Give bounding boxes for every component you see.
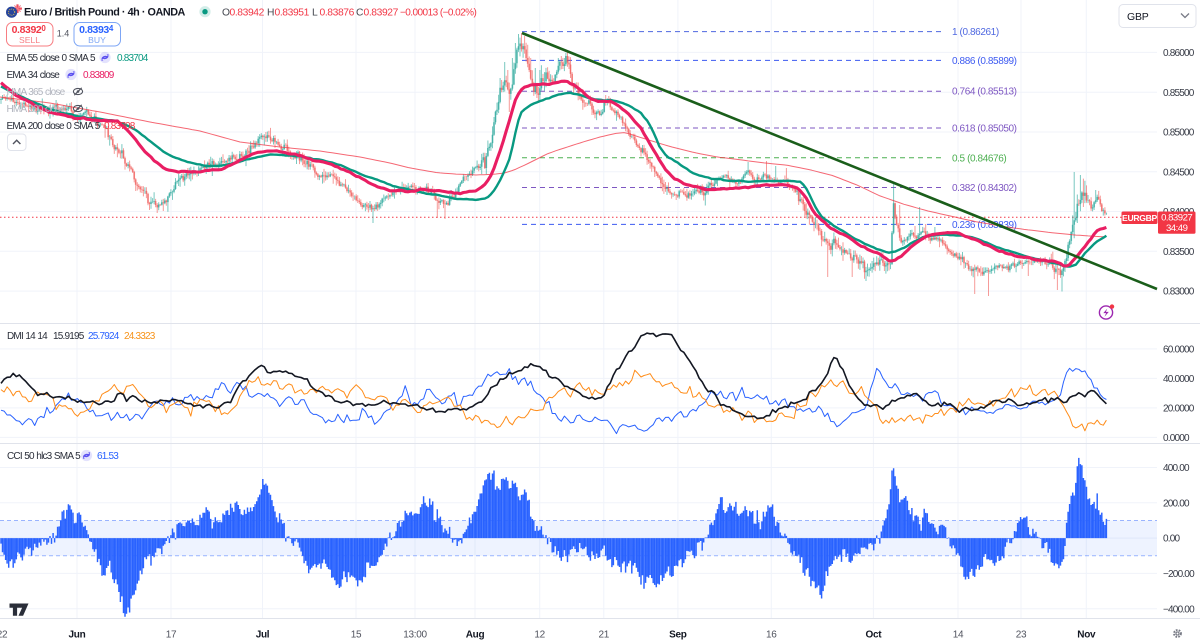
svg-text:0.83704: 0.83704: [117, 53, 149, 64]
svg-text:H: H: [267, 8, 274, 19]
svg-text:0.382 (0.84302): 0.382 (0.84302): [952, 183, 1017, 194]
svg-text:61.53: 61.53: [97, 451, 119, 462]
svg-text:21: 21: [599, 630, 610, 641]
svg-text:0.85000: 0.85000: [1163, 128, 1195, 139]
svg-text:200.00: 200.00: [1163, 498, 1190, 509]
svg-text:SELL: SELL: [19, 35, 40, 45]
svg-text:C: C: [356, 8, 364, 19]
svg-text:0.83942: 0.83942: [230, 8, 265, 19]
svg-text:20.0000: 20.0000: [1163, 404, 1195, 415]
svg-text:12: 12: [534, 630, 545, 641]
svg-text:15.9195: 15.9195: [53, 331, 85, 342]
svg-text:0.83809: 0.83809: [83, 70, 115, 81]
svg-text:Sep: Sep: [669, 630, 687, 641]
svg-text:0.83708: 0.83708: [104, 121, 136, 132]
svg-text:−200.00: −200.00: [1163, 569, 1195, 580]
svg-text:Jul: Jul: [256, 630, 270, 641]
svg-text:0.83500: 0.83500: [1163, 247, 1195, 258]
svg-text:13:00: 13:00: [403, 630, 427, 641]
svg-text:Euro / British Pound · 4h · OA: Euro / British Pound · 4h · OANDA: [24, 7, 186, 19]
svg-text:14: 14: [953, 630, 964, 641]
svg-text:O: O: [222, 8, 230, 19]
svg-text:23: 23: [1016, 630, 1027, 641]
svg-text:L: L: [312, 8, 318, 19]
svg-text:60.0000: 60.0000: [1163, 345, 1195, 356]
svg-text:0.764 (0.85513): 0.764 (0.85513): [952, 87, 1017, 98]
svg-text:EURGBP: EURGBP: [1122, 213, 1158, 223]
svg-text:BUY: BUY: [88, 35, 106, 45]
svg-text:15: 15: [351, 630, 362, 641]
svg-text:HMA 200 close: HMA 200 close: [7, 104, 66, 115]
svg-text:EMA 200 close 0 SMA 5: EMA 200 close 0 SMA 5: [7, 121, 101, 132]
svg-text:1 (0.86261): 1 (0.86261): [952, 27, 999, 38]
svg-text:Aug: Aug: [466, 630, 485, 641]
svg-text:0.84500: 0.84500: [1163, 167, 1195, 178]
svg-text:0.00: 0.00: [1163, 534, 1181, 545]
svg-text:0.83920: 0.83920: [12, 24, 47, 36]
svg-text:25.7924: 25.7924: [88, 331, 120, 342]
svg-text:0.83000: 0.83000: [1163, 287, 1195, 298]
svg-text:0.83876: 0.83876: [320, 8, 355, 19]
svg-text:Jun: Jun: [69, 630, 86, 641]
svg-text:EMA 34 close: EMA 34 close: [7, 70, 61, 81]
svg-text:0.0000: 0.0000: [1163, 433, 1190, 444]
svg-text:0.236 (0.83839): 0.236 (0.83839): [952, 220, 1017, 231]
svg-text:24.3323: 24.3323: [124, 331, 156, 342]
svg-text:GBP: GBP: [1127, 11, 1149, 23]
svg-text:CCI 50 hlc3 SMA 5: CCI 50 hlc3 SMA 5: [7, 451, 81, 462]
svg-text:−400.00: −400.00: [1163, 604, 1195, 615]
svg-text:0.85500: 0.85500: [1163, 88, 1195, 99]
svg-text:0.83934: 0.83934: [79, 24, 114, 36]
svg-text:400.00: 400.00: [1163, 463, 1190, 474]
svg-text:1.4: 1.4: [57, 29, 70, 39]
svg-text:−0.00013 (−0.02%): −0.00013 (−0.02%): [400, 8, 476, 19]
svg-text:EMA 55 close 0 SMA 5: EMA 55 close 0 SMA 5: [7, 53, 96, 64]
svg-text:17: 17: [166, 630, 177, 641]
svg-text:16: 16: [766, 630, 777, 641]
svg-text:0.83927: 0.83927: [1161, 212, 1192, 223]
svg-text:0.83951: 0.83951: [275, 8, 310, 19]
svg-text:22: 22: [0, 630, 8, 641]
svg-text:0.618 (0.85050): 0.618 (0.85050): [952, 124, 1017, 135]
svg-text:40.0000: 40.0000: [1163, 374, 1195, 385]
svg-text:0.86000: 0.86000: [1163, 48, 1195, 59]
svg-text:0.886 (0.85899): 0.886 (0.85899): [952, 56, 1017, 67]
svg-text:HMA 365 close: HMA 365 close: [7, 87, 66, 98]
svg-text:Nov: Nov: [1077, 630, 1096, 641]
svg-text:34:49: 34:49: [1166, 223, 1188, 234]
svg-text:Oct: Oct: [866, 630, 883, 641]
svg-text:DMI 14 14: DMI 14 14: [7, 331, 48, 342]
svg-text:0.5 (0.84676): 0.5 (0.84676): [952, 153, 1006, 164]
svg-text:0.83927: 0.83927: [364, 8, 399, 19]
